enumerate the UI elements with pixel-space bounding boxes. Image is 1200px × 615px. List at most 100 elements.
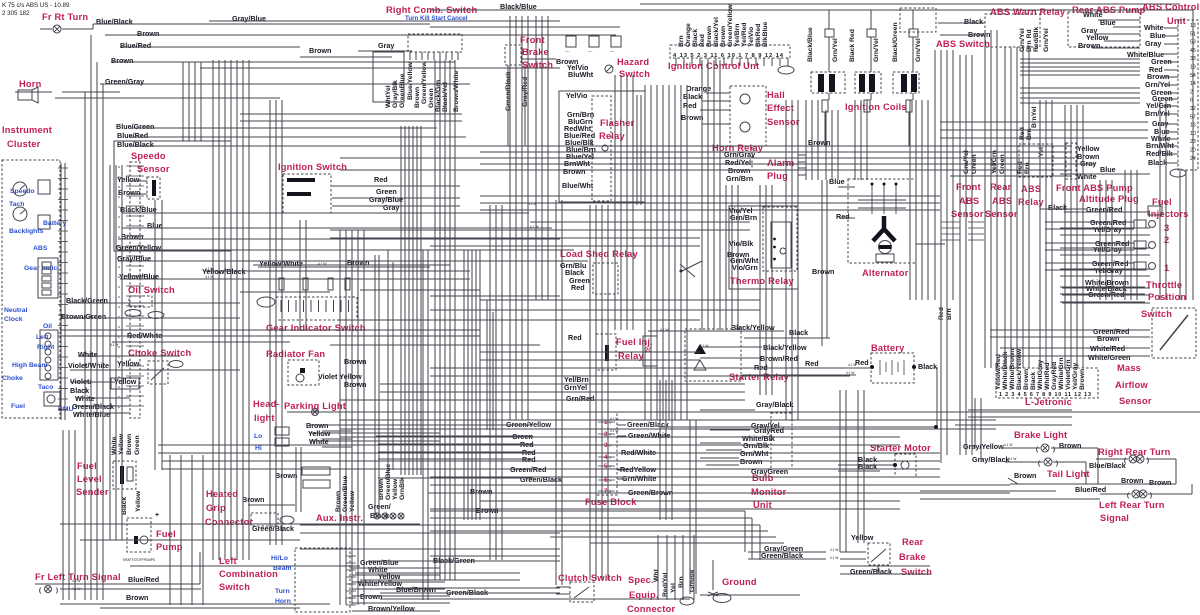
svg-text:Taco: Taco	[38, 384, 53, 391]
svg-text:Brown: Brown	[808, 138, 830, 147]
svg-text:Relay: Relay	[1018, 197, 1044, 207]
svg-text:Grn/Yel: Grn/Yel	[1043, 28, 1050, 52]
svg-text:Black/Yellow: Black/Yellow	[731, 323, 775, 332]
svg-text:Green/Black: Green/Black	[761, 551, 803, 560]
svg-text:Black: Black	[70, 386, 89, 395]
svg-text:Blue: Blue	[1100, 18, 1116, 27]
svg-text:Brown/White: Brown/White	[453, 70, 460, 112]
svg-text:Grn/Red: Grn/Red	[566, 394, 594, 403]
svg-text:Cluster: Cluster	[7, 139, 41, 149]
svg-text:Yellow: Yellow	[1077, 144, 1100, 153]
svg-text:Green/Blue: Green/Blue	[385, 464, 392, 500]
svg-text:Sensor: Sensor	[767, 117, 800, 127]
svg-text:Blue/Brn: Blue/Brn	[566, 145, 596, 154]
svg-text:20: 20	[645, 348, 652, 354]
svg-text:c: c	[118, 204, 120, 209]
svg-text:4.1 W: 4.1 W	[318, 262, 326, 266]
svg-text:4.1 W: 4.1 W	[846, 371, 854, 375]
svg-text:Black: Black	[1030, 372, 1037, 390]
svg-text:Green/Black: Green/Black	[627, 420, 669, 429]
svg-text:ABS Warn Relay: ABS Warn Relay	[990, 7, 1066, 17]
svg-text:c: c	[118, 384, 120, 389]
svg-text:ABS: ABS	[1021, 184, 1041, 194]
svg-text:Green: Green	[376, 187, 397, 196]
svg-text:4.1 W: 4.1 W	[872, 445, 880, 449]
svg-text:Black/Blue: Black/Blue	[120, 205, 157, 214]
svg-text:Red: Red	[1149, 65, 1163, 74]
svg-text:Yel: Yel	[670, 583, 677, 593]
svg-text:c: c	[118, 374, 120, 379]
svg-text:Brown: Brown	[812, 267, 834, 276]
svg-text:4.1 W: 4.1 W	[72, 579, 80, 583]
svg-text:Gray/Green: Gray/Green	[764, 544, 803, 553]
svg-text:Spec.: Spec.	[628, 575, 654, 585]
svg-text:GrnBlk: GrnBlk	[689, 569, 696, 592]
svg-text:Black/Blue: Black/Blue	[807, 27, 814, 62]
svg-text:>: >	[609, 489, 612, 494]
svg-text:Black: Black	[683, 92, 702, 101]
svg-text:Switch: Switch	[619, 69, 650, 79]
svg-text:Turn Kill Start Cancel: Turn Kill Start Cancel	[405, 15, 468, 22]
svg-text:Relay: Relay	[599, 131, 625, 141]
svg-text:Speedo: Speedo	[10, 188, 35, 195]
svg-text:Ignition Switch: Ignition Switch	[278, 162, 347, 172]
svg-text:Fr Rt Turn: Fr Rt Turn	[42, 12, 88, 22]
svg-text:Black: Black	[1048, 203, 1067, 212]
svg-text:Yellow/White: Yellow/White	[259, 259, 303, 268]
svg-text:Grn/Yel: Grn/Yel	[1145, 80, 1170, 89]
svg-text:Black/Yellow: Black/Yellow	[763, 343, 807, 352]
svg-text:2: 2	[1164, 235, 1169, 245]
svg-text:Yellow: Yellow	[851, 533, 874, 542]
svg-text:Horn: Horn	[275, 598, 291, 605]
svg-text:Grn/Gray: Grn/Gray	[724, 150, 755, 159]
svg-text:Brown: Brown	[111, 56, 133, 65]
svg-text:Unit: Unit	[1167, 16, 1186, 26]
svg-text:Grn/Brn: Grn/Brn	[730, 213, 757, 222]
svg-text:Brown: Brown	[309, 46, 331, 55]
svg-text:Right Rear Turn: Right Rear Turn	[1098, 447, 1171, 457]
svg-text:Brn Rd: Brn Rd	[1026, 29, 1033, 52]
svg-text:Brown: Brown	[118, 188, 140, 197]
svg-text:Head-: Head-	[253, 399, 280, 409]
svg-text:ABS Control: ABS Control	[1142, 2, 1199, 12]
svg-text:Green/Yellow: Green/Yellow	[421, 61, 428, 104]
svg-text:Front: Front	[520, 35, 545, 45]
svg-text:Green/Yellow: Green/Yellow	[727, 4, 734, 47]
svg-text:Front ABS Pump: Front ABS Pump	[1056, 183, 1133, 193]
svg-text:Battery: Battery	[43, 220, 67, 227]
svg-text:Horn: Horn	[19, 79, 42, 89]
svg-text:c: c	[118, 184, 120, 189]
svg-text:Tail Light: Tail Light	[1047, 469, 1090, 479]
svg-text:6: 6	[1190, 98, 1193, 104]
svg-text:Sensor: Sensor	[137, 164, 170, 174]
svg-text:White/Yellow: White/Yellow	[358, 579, 402, 588]
svg-text:White/Grn: White/Grn	[1058, 358, 1065, 390]
svg-text:c: c	[118, 394, 120, 399]
svg-text:Blue/Yel: Blue/Yel	[566, 152, 594, 161]
svg-text:c: c	[118, 244, 120, 249]
svg-text:Yellow/Red: Yellow/Red	[995, 354, 1002, 390]
svg-text:Black/Yellow: Black/Yellow	[1016, 348, 1023, 390]
svg-text:4.1 W: 4.1 W	[830, 548, 838, 552]
svg-text:Speedo: Speedo	[131, 151, 166, 161]
svg-text:Brake: Brake	[522, 47, 549, 57]
svg-text:Black/Grn: Black/Grn	[435, 80, 442, 112]
svg-text:BluGrn: BluGrn	[568, 117, 592, 126]
svg-text:4.1 W: 4.1 W	[610, 429, 618, 433]
svg-text:Vio/Grn: Vio/Grn	[732, 263, 758, 272]
svg-text:Black: Black	[121, 497, 128, 515]
svg-text:c: c	[118, 214, 120, 219]
svg-text:Brown/Red: Brown/Red	[760, 354, 798, 363]
svg-text:Brown: Brown	[126, 593, 148, 602]
svg-text:Yel/Grn: Yel/Grn	[991, 150, 998, 174]
svg-text:Yel/Red: Yel/Red	[741, 22, 748, 47]
svg-text:ABS: ABS	[959, 196, 979, 206]
svg-text:Position: Position	[1148, 292, 1186, 302]
svg-text:Black: Black	[964, 17, 983, 26]
svg-text:(: (	[1036, 447, 1038, 453]
svg-text:Green/Yellow: Green/Yellow	[116, 243, 162, 252]
svg-text:Brown: Brown	[1023, 369, 1030, 390]
svg-text:Brown: Brown	[556, 57, 578, 66]
svg-text:Orange: Orange	[685, 23, 692, 47]
svg-text:Blue/Red: Blue/Red	[120, 41, 151, 50]
